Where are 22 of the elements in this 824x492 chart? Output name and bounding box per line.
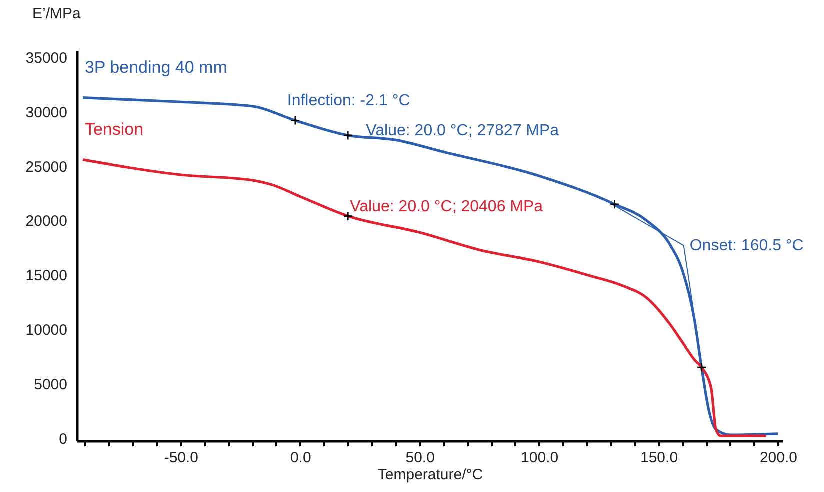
x-tick-label: 200.0 xyxy=(760,450,798,466)
y-tick-label: 10000 xyxy=(26,322,68,339)
y-tick-label: 15000 xyxy=(26,268,68,285)
x-tick-label: 100.0 xyxy=(521,450,559,466)
x-tick-label: 150.0 xyxy=(640,450,678,466)
x-tick-label: -50.0 xyxy=(164,450,199,466)
annotation: Onset: 160.5 °C xyxy=(690,238,804,255)
x-tick-label: 50.0 xyxy=(406,450,435,466)
annotation: Value: 20.0 °C; 27827 MPa xyxy=(366,122,560,140)
series-label: 3P bending 40 mm xyxy=(84,58,228,77)
x-axis-title: Temperature/°C xyxy=(378,466,484,484)
y-tick-label: 5000 xyxy=(34,376,68,394)
y-axis-title: E’/MPa xyxy=(32,6,82,22)
x-tick-label: 0.0 xyxy=(290,450,312,466)
annotation: Inflection: -2.1 °C xyxy=(287,92,410,110)
y-tick-label: 20000 xyxy=(26,213,68,230)
y-tick-label: 35000 xyxy=(26,50,68,68)
y-tick-label: 25000 xyxy=(26,158,68,176)
y-tick-label: 0 xyxy=(59,430,68,448)
annotation: Value: 20.0 °C; 20406 MPa xyxy=(350,198,544,216)
y-tick-label: 30000 xyxy=(26,104,68,122)
series-label: Tension xyxy=(84,120,144,139)
